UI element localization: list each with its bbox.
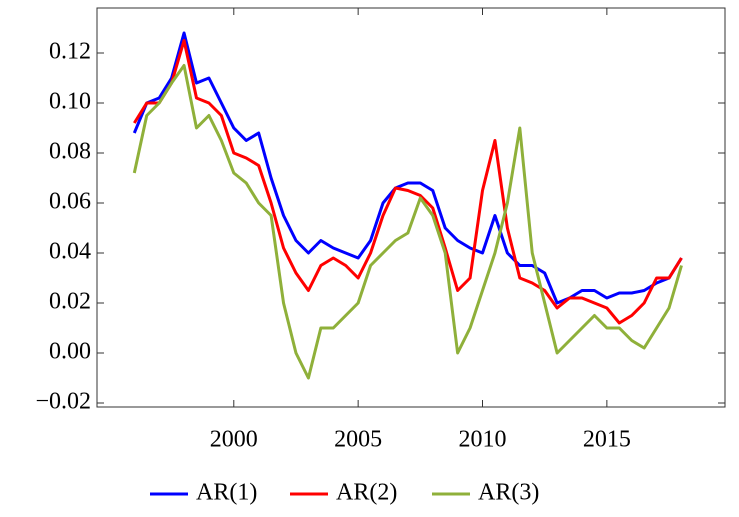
y-tick-label: 0.00 [49,339,91,365]
legend-label: AR(2) [336,480,397,506]
y-tick-label: 0.02 [49,289,91,315]
x-tick-label: 2005 [334,427,382,453]
y-tick-label: 0.04 [49,239,91,265]
series-line [132,31,683,305]
y-tick-label: 0.08 [49,139,91,165]
series-line [133,39,683,325]
series-line [132,64,683,380]
y-tick-label: 0.10 [49,89,91,115]
legend-label: AR(3) [478,480,539,506]
legend-label: AR(1) [196,480,257,506]
y-tick-label: 0.06 [49,189,91,215]
y-tick-label: 0.12 [49,39,91,65]
x-tick-label: 2000 [210,427,258,453]
plot-frame [96,7,726,408]
x-tick-label: 2015 [583,427,631,453]
y-tick-label: −0.02 [35,389,91,415]
x-tick-label: 2010 [459,427,507,453]
